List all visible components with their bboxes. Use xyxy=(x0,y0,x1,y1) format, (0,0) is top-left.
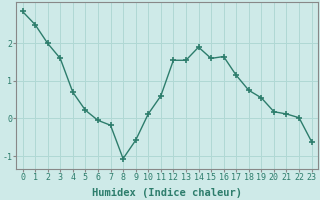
X-axis label: Humidex (Indice chaleur): Humidex (Indice chaleur) xyxy=(92,188,242,198)
